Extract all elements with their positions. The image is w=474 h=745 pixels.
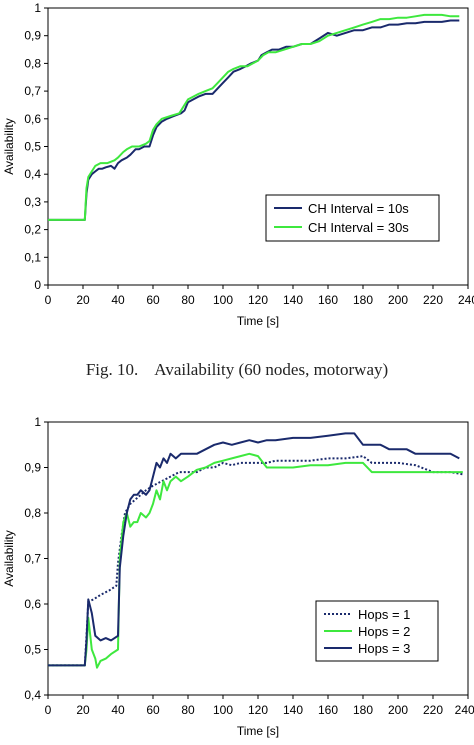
- x-tick-label: 0: [45, 293, 52, 307]
- series-line-2: [48, 452, 463, 669]
- x-tick-label: 220: [423, 293, 443, 307]
- x-tick-label: 140: [283, 703, 303, 717]
- x-tick-label: 40: [111, 293, 125, 307]
- x-tick-label: 120: [248, 703, 268, 717]
- x-tick-label: 160: [318, 703, 338, 717]
- series-line-1: [48, 455, 463, 667]
- y-axis-label: Availability: [2, 530, 16, 586]
- availability-chart-ch-interval: 0 0,1 0,2 0,3 0,4 0,5 0,6 0,7 0,8 0,9 1 0 20 40 60 80 10…: [2, 1, 474, 328]
- x-tick-label: 60: [146, 703, 160, 717]
- y-tick-label: 1: [34, 1, 41, 15]
- y-tick-label: 0,8: [24, 56, 41, 70]
- y-tick-label: 0: [34, 278, 41, 292]
- x-tick-label: 180: [353, 293, 373, 307]
- x-axis-label: Time [s]: [237, 314, 279, 328]
- x-tick-label: 200: [388, 703, 408, 717]
- x-tick-label: 2400: [455, 703, 474, 717]
- x-axis-label: Time [s]: [237, 724, 279, 738]
- x-tick-label: 120: [248, 293, 268, 307]
- y-tick-label: 0,7: [24, 552, 41, 566]
- y-tick-label: 1: [34, 415, 41, 429]
- y-tick-label: 0,5: [24, 140, 41, 154]
- y-tick-label: 0,7: [24, 84, 41, 98]
- x-tick-label: 240: [458, 293, 474, 307]
- legend-label: CH Interval = 30s: [308, 220, 409, 235]
- series-line-2: [48, 13, 460, 221]
- y-axis-label: Availability: [2, 118, 16, 174]
- y-tick-label: 0,6: [24, 112, 41, 126]
- availability-chart-hops: 0,4 0,5 0,6 0,7 0,8 0,9 1 0 20 40 60 80 100 120 140 160…: [2, 415, 474, 738]
- x-tick-label: 220: [423, 703, 443, 717]
- y-tick-label: 0,6: [24, 597, 41, 611]
- x-tick-label: 140: [283, 293, 303, 307]
- y-tick-label: 0,4: [24, 167, 41, 181]
- y-tick-label: 0,4: [24, 688, 41, 702]
- x-tick-label: 180: [353, 703, 373, 717]
- plot-area: [47, 7, 469, 286]
- x-tick-label: 0: [45, 703, 52, 717]
- y-tick-label: 0,8: [24, 506, 41, 520]
- y-tick-label: 0,3: [24, 195, 41, 209]
- x-tick-label: 80: [181, 293, 195, 307]
- x-tick-label: 20: [76, 293, 90, 307]
- series-line-3: [48, 432, 460, 667]
- legend-label: Hops = 2: [358, 624, 410, 639]
- y-tick-label: 0,2: [24, 223, 41, 237]
- x-tick-label: 60: [146, 293, 160, 307]
- y-tick-label: 0,9: [24, 29, 41, 43]
- legend-label: Hops = 1: [358, 607, 410, 622]
- x-tick-label: 100: [213, 293, 233, 307]
- y-tick-label: 0,5: [24, 643, 41, 657]
- legend-box: [265, 194, 440, 242]
- figure-caption: Fig. 10. Availability (60 nodes, motorwa…: [85, 360, 389, 379]
- x-tick-label: 20: [76, 703, 90, 717]
- x-tick-label: 80: [181, 703, 195, 717]
- series-line-1: [48, 19, 460, 221]
- x-tick-label: 100: [213, 703, 233, 717]
- x-tick-label: 160: [318, 293, 338, 307]
- x-tick-label: 200: [388, 293, 408, 307]
- legend-label: CH Interval = 10s: [308, 201, 409, 216]
- x-tick-label: 40: [111, 703, 125, 717]
- y-tick-label: 0,1: [24, 250, 41, 264]
- legend-label: Hops = 3: [358, 641, 410, 656]
- y-tick-label: 0,9: [24, 461, 41, 475]
- legend: Hops = 1 Hops = 2 Hops = 3: [315, 600, 439, 662]
- legend: CH Interval = 10s CH Interval = 30s: [265, 194, 440, 242]
